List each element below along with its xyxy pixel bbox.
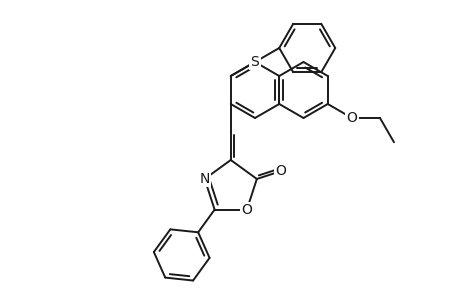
- Text: S: S: [250, 55, 259, 69]
- Text: O: O: [241, 202, 252, 217]
- Text: N: N: [249, 55, 260, 69]
- Text: O: O: [275, 164, 285, 178]
- Text: N: N: [199, 172, 209, 186]
- Text: O: O: [346, 111, 357, 125]
